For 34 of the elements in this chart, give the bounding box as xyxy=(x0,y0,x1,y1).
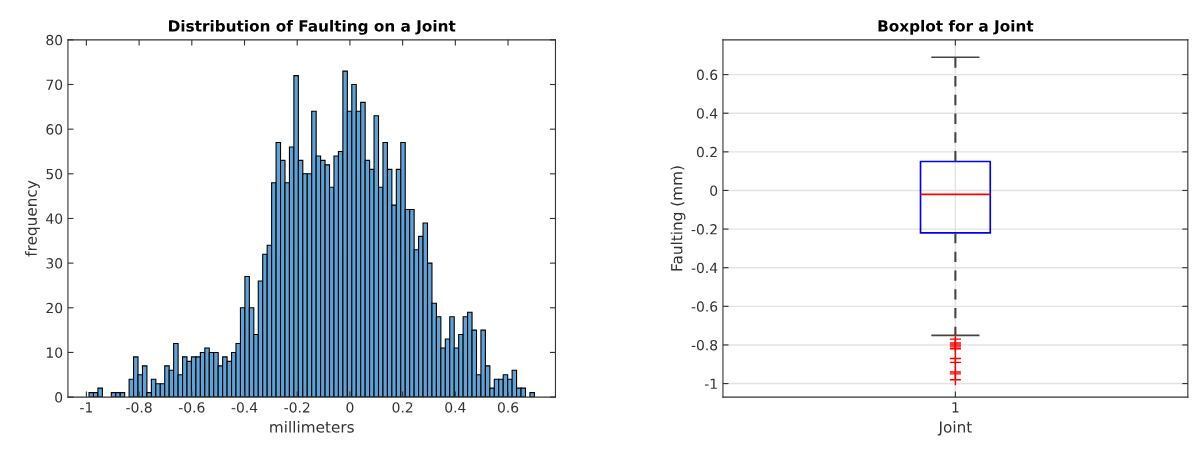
x-tick-label: -0.6 xyxy=(178,402,205,413)
chart-title: Boxplot for a Joint xyxy=(878,19,1034,35)
y-axis-title: frequency xyxy=(25,180,40,257)
x-tick-label: -1 xyxy=(80,402,93,413)
y-tick-label: 0.4 xyxy=(696,108,718,119)
x-tick-label: -0.4 xyxy=(231,402,258,413)
y-tick-label: -0.4 xyxy=(691,262,718,274)
y-tick-label: 10 xyxy=(46,347,63,358)
x-axis-title: Joint xyxy=(937,420,972,436)
y-tick-label: 40 xyxy=(46,213,63,224)
y-tick-label: 50 xyxy=(46,168,63,180)
x-tick-label: -0.8 xyxy=(126,402,152,413)
y-tick-label: 30 xyxy=(46,258,63,269)
x-tick-label: -0.2 xyxy=(284,402,310,413)
y-tick-label: -0.2 xyxy=(691,224,717,235)
x-tick-label: 0.2 xyxy=(392,402,413,413)
y-tick-label: -0.6 xyxy=(691,301,718,312)
y-tick-label: 0.6 xyxy=(696,69,718,81)
x-axis-title: millimeters xyxy=(270,420,354,433)
y-tick-label: -1 xyxy=(704,378,717,389)
y-tick-label: 20 xyxy=(46,302,63,314)
y-axis-title: Faulting (mm) xyxy=(670,166,686,271)
y-tick-label: 0 xyxy=(55,392,63,403)
x-tick-label: 0 xyxy=(346,402,354,413)
y-tick-label: 80 xyxy=(46,34,63,46)
x-tick-label: 1 xyxy=(952,402,959,413)
y-tick-label: -0.8 xyxy=(691,339,718,351)
y-tick-label: 0 xyxy=(710,185,718,196)
x-tick-label: 0.4 xyxy=(445,402,466,413)
y-tick-label: 60 xyxy=(46,124,63,135)
y-tick-label: 0.2 xyxy=(696,146,717,158)
y-tick-label: 70 xyxy=(46,79,63,90)
chart-title: Distribution of Faulting on a Joint xyxy=(169,19,456,35)
x-tick-label: 0.6 xyxy=(497,402,519,413)
